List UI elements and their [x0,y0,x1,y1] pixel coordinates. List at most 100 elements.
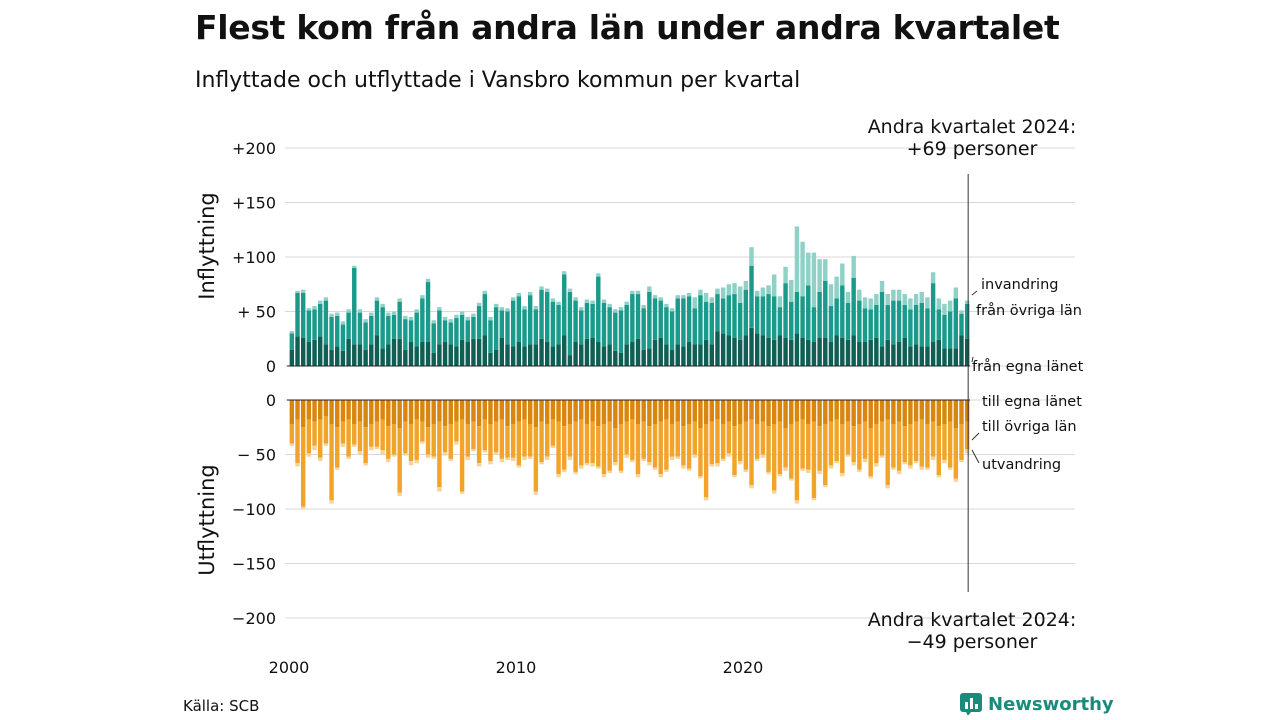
bar-in-1 [760,296,766,336]
bar-out-2 [335,467,340,470]
bar-in-0 [789,339,794,366]
bar-out-0 [675,400,680,422]
bar-in-1 [771,296,777,340]
bar-in-0 [300,337,306,366]
bar-in-2 [420,295,425,299]
bar-out-1 [522,419,527,457]
bar-in-2 [834,276,839,299]
bar-in-1 [783,283,788,338]
bar-in-1 [902,304,907,338]
bar-out-0 [533,400,539,428]
bar-in-2 [505,308,510,312]
bar-out-1 [754,423,760,459]
bar-out-0 [550,400,556,420]
bar-out-2 [596,466,601,469]
bar-out-2 [959,459,964,463]
bar-out-1 [823,423,828,486]
bar-in-2 [539,286,544,290]
bar-in-1 [766,294,771,338]
bar-out-1 [919,419,924,467]
y-tick-label: − 50 [237,446,276,465]
bar-out-0 [930,400,936,422]
bar-in-0 [357,344,363,366]
bar-out-1 [749,419,754,486]
bar-out-1 [425,427,431,455]
bar-in-0 [386,344,391,366]
bar-in-1 [465,320,470,343]
bar-in-2 [675,295,680,299]
bar-out-2 [953,478,959,482]
bar-out-1 [885,419,890,486]
bar-in-1 [539,289,544,339]
bar-in-2 [749,247,754,266]
bar-out-0 [414,400,419,420]
bar-out-1 [590,421,595,464]
bar-in-0 [777,335,783,366]
bar-out-2 [295,463,300,467]
bar-in-1 [289,333,295,350]
bar-out-0 [579,400,584,420]
bar-out-2 [942,459,947,464]
bar-out-2 [340,443,346,447]
bar-in-1 [317,303,323,337]
bar-in-0 [601,346,607,366]
bar-out-2 [811,498,817,501]
bar-in-2 [879,280,885,292]
bar-out-0 [335,400,340,428]
bar-out-2 [414,459,419,464]
bar-out-0 [522,400,527,420]
bar-out-2 [902,462,907,465]
series-label-fran-egna-lanet: från egna länet [972,358,1084,375]
bar-in-1 [403,319,408,350]
bar-out-1 [329,423,334,501]
bar-out-1 [323,416,329,444]
bar-out-1 [692,421,697,455]
bar-out-0 [340,400,346,422]
bar-in-2 [925,297,930,309]
bar-out-1 [908,423,913,466]
bar-in-2 [635,290,641,295]
bar-out-2 [641,458,646,462]
bar-in-0 [363,349,368,366]
bar-out-1 [851,426,856,463]
bar-out-1 [459,419,465,492]
bar-out-2 [329,500,334,504]
bar-out-2 [607,470,612,474]
bar-out-2 [352,444,357,447]
bar-in-1 [323,300,329,345]
bar-out-0 [306,400,312,420]
bar-in-0 [885,339,890,366]
bar-in-1 [828,306,834,343]
bar-in-2 [754,290,760,297]
bar-in-0 [317,336,323,366]
bar-in-1 [840,285,845,338]
bar-in-1 [414,312,419,347]
bar-in-1 [857,300,862,343]
bar-out-2 [448,458,453,462]
bar-in-0 [703,339,709,366]
bar-out-1 [896,421,902,471]
bar-in-1 [811,307,817,343]
bar-in-2 [562,271,567,275]
bar-in-0 [891,344,896,366]
source-note: Källa: SCB [183,697,260,715]
bar-in-2 [959,310,964,314]
bar-out-0 [499,400,505,420]
bar-in-0 [596,342,601,366]
bar-in-2 [851,255,856,278]
bar-out-1 [562,426,567,470]
chart-subtitle: Inflyttade och utflyttade i Vansbro komm… [195,68,801,93]
bar-out-1 [800,419,805,469]
series-label-till-ovriga-lan: till övriga län [982,419,1077,435]
bar-in-1 [896,300,902,343]
bar-in-0 [573,342,578,366]
bar-out-0 [862,400,868,422]
bar-in-0 [896,342,902,366]
bar-out-1 [493,421,499,453]
bar-in-2 [760,287,766,297]
bar-in-1 [964,303,970,339]
bar-out-0 [374,400,380,422]
bar-in-0 [749,327,754,366]
bar-out-2 [913,461,919,464]
bar-in-0 [947,348,953,366]
